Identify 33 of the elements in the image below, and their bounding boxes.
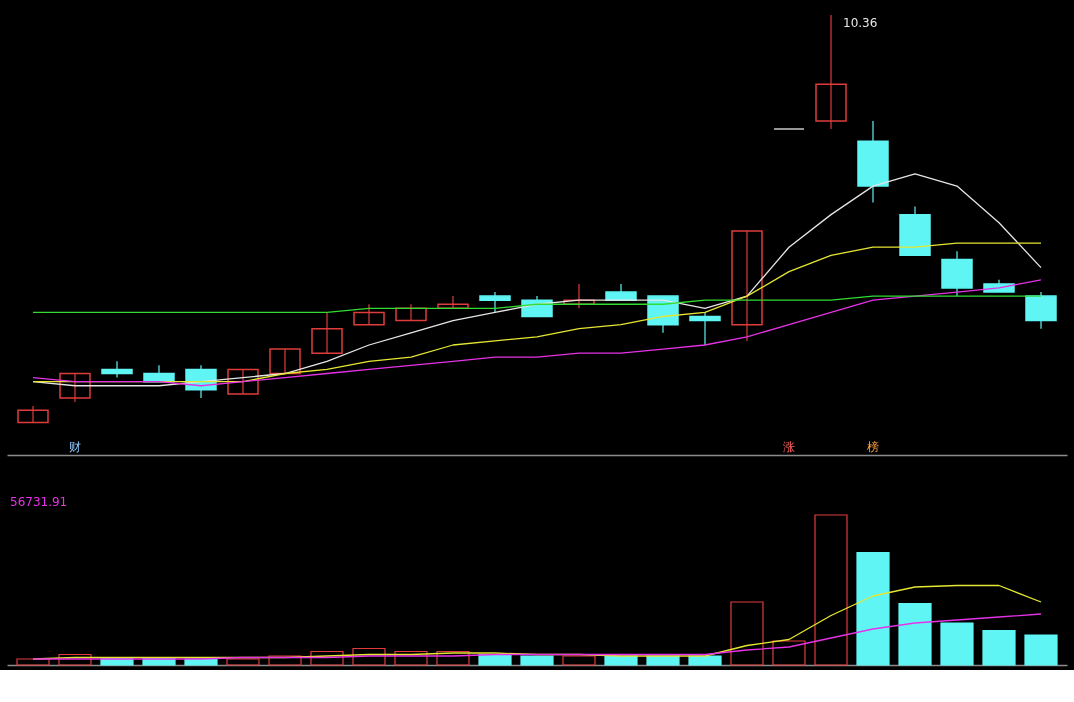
bar — [814, 514, 848, 666]
candlestick — [689, 311, 721, 346]
bar — [352, 647, 386, 666]
candlestick — [17, 405, 49, 424]
bar — [982, 629, 1016, 666]
bar — [310, 650, 344, 666]
bar — [226, 658, 260, 666]
candlestick — [311, 311, 343, 354]
text: 涨 — [783, 439, 795, 454]
bar — [268, 655, 302, 666]
text: 榜 — [867, 439, 879, 454]
candlestick — [101, 360, 133, 379]
bar — [856, 551, 890, 666]
bar — [520, 655, 554, 666]
text: 56731.91 — [10, 494, 68, 509]
candlestick — [269, 348, 301, 375]
annotation: 10.36 — [843, 16, 878, 30]
bar — [898, 602, 932, 666]
candlestick — [731, 230, 763, 342]
bar — [688, 655, 722, 666]
bar — [436, 650, 470, 666]
bar — [730, 601, 764, 666]
text: 财 — [69, 439, 81, 454]
bar — [1024, 634, 1058, 666]
candlestick — [353, 303, 385, 326]
candlestick — [227, 368, 259, 395]
bar — [940, 622, 974, 666]
bar — [394, 650, 428, 666]
bar — [772, 640, 806, 666]
bar — [58, 653, 92, 666]
candlestick — [59, 372, 91, 403]
bar — [562, 655, 596, 666]
bar — [604, 655, 638, 666]
